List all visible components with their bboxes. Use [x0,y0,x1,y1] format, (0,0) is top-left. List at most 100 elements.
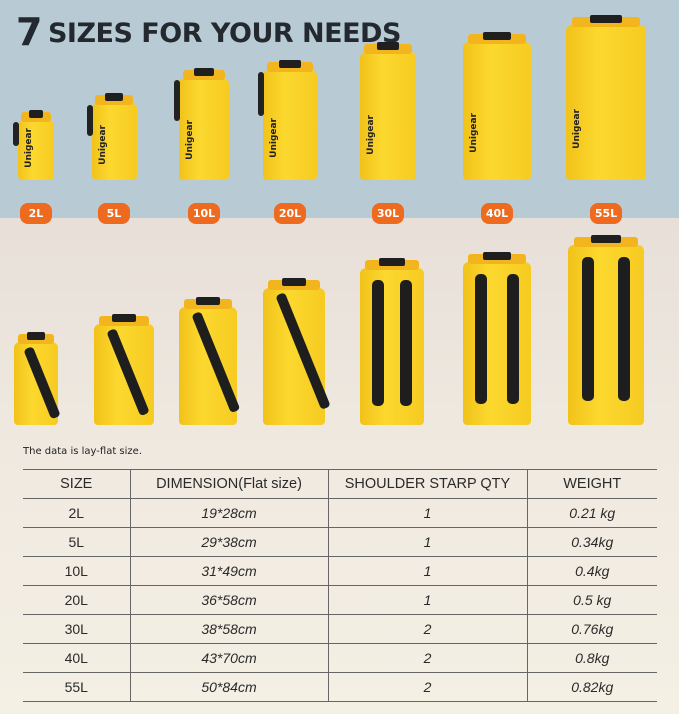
buckle-icon [27,332,45,340]
dry-bag-back-10L [179,297,241,425]
size-badge: 55L [590,203,622,224]
cell-dimension: 38*58cm [129,614,328,644]
cell-strap-qty: 2 [327,643,527,673]
dry-bag-back-20L [263,278,332,425]
backpack-strap-right [506,274,519,405]
strap [86,105,93,136]
brand-logo: Unigear [97,124,108,165]
strap [13,122,19,146]
cell-dimension: 31*49cm [129,556,328,586]
header-strap-qty: SHOULDER STARP QTY [327,469,527,499]
buckle-icon [590,235,622,243]
table-row: 5L 29*38cm 1 0.34kg [23,527,657,557]
backpack-strap-left [475,274,488,405]
dry-bag-back-55L [568,235,644,425]
dry-bag-5L: Unigear [86,93,137,180]
buckle-icon [590,15,622,23]
table-row: 30L 38*58cm 2 0.76kg [23,614,657,644]
cell-strap-qty: 1 [327,498,527,528]
cell-size: 40L [23,643,130,673]
brand-logo: Unigear [469,112,479,153]
cell-strap-qty: 1 [327,585,527,615]
shoulder-strap [275,292,332,411]
table-row: 20L 36*58cm 1 0.5 kg [23,585,657,615]
backpack-strap-right [618,257,631,401]
cell-weight: 0.4kg [526,556,657,586]
cell-weight: 0.21 kg [526,498,657,528]
dry-bag-10L: Unigear [174,68,229,180]
dry-bag-back-2L [14,332,61,425]
cell-weight: 0.76kg [526,614,657,644]
cell-size: 2L [23,498,130,528]
dry-bag-back-30L [360,258,424,425]
cell-weight: 0.82kg [526,672,657,702]
cell-size: 10L [23,556,130,586]
cell-strap-qty: 2 [327,614,527,644]
buckle-icon [379,258,405,266]
dry-bag-back-40L [463,252,531,425]
size-table: SIZE DIMENSION(Flat size) SHOULDER STARP… [23,469,657,702]
cell-dimension: 36*58cm [129,585,328,615]
cell-dimension: 29*38cm [129,527,328,557]
size-badge: 30L [372,203,404,224]
brand-logo: Unigear [269,118,279,158]
cell-size: 20L [23,585,130,615]
table-row: 55L 50*84cm 2 0.82kg [23,672,657,702]
brand-logo: Unigear [572,109,582,149]
strap [174,80,180,121]
size-badge: 20L [274,203,306,224]
cell-weight: 0.34kg [526,527,657,557]
buckle-icon [483,32,511,40]
backpack-strap-left [371,280,384,406]
size-badge: 10L [188,203,220,224]
lay-flat-note: The data is lay-flat size. [23,446,142,457]
buckle-icon [112,314,136,322]
cell-size: 5L [23,527,130,557]
cell-dimension: 43*70cm [129,643,328,673]
buckle-icon [281,278,307,286]
dry-bag-30L: Unigear [360,42,416,180]
buckle-icon [28,110,44,118]
size-badge: 2L [20,203,52,224]
table-row: 2L 19*28cm 1 0.21 kg [23,498,657,528]
shoulder-strap [23,346,61,420]
header-size: SIZE [23,469,130,499]
cell-size: 30L [23,614,130,644]
buckle-icon [196,297,220,305]
backpack-strap-right [400,280,413,406]
size-badge: 40L [481,203,513,224]
cell-strap-qty: 1 [327,556,527,586]
brand-logo: Unigear [185,119,195,160]
buckle-icon [105,93,123,101]
cell-strap-qty: 2 [327,672,527,702]
header-dimension: DIMENSION(Flat size) [129,469,328,499]
strap [258,72,264,116]
buckle-icon [376,42,400,50]
brand-logo: Unigear [24,128,34,168]
cell-dimension: 19*28cm [129,498,328,528]
dry-bag-55L: Unigear [566,15,646,180]
page-title: 7 SIZES FOR YOUR NEEDS [16,10,401,54]
title-text: SIZES FOR YOUR NEEDS [47,18,401,49]
shoulder-strap [190,311,241,414]
cell-weight: 0.5 kg [526,585,657,615]
cell-dimension: 50*84cm [129,672,328,702]
buckle-icon [483,252,511,260]
cell-strap-qty: 1 [327,527,527,557]
dry-bag-2L: Unigear [13,110,54,180]
cell-size: 55L [23,672,130,702]
header-weight: WEIGHT [526,469,657,499]
table-row: 10L 31*49cm 1 0.4kg [23,556,657,586]
backpack-strap-left [581,257,594,401]
brand-logo: Unigear [366,114,376,155]
buckle-icon [279,60,301,68]
table-header-row: SIZE DIMENSION(Flat size) SHOULDER STARP… [23,469,657,499]
dry-bag-20L: Unigear [258,60,317,180]
shoulder-strap [106,328,150,417]
table-row: 40L 43*70cm 2 0.8kg [23,643,657,673]
cell-weight: 0.8kg [526,643,657,673]
buckle-icon [194,68,214,76]
title-number: 7 [16,10,42,54]
dry-bag-back-5L [94,314,154,425]
dry-bag-40L: Unigear [463,32,531,180]
